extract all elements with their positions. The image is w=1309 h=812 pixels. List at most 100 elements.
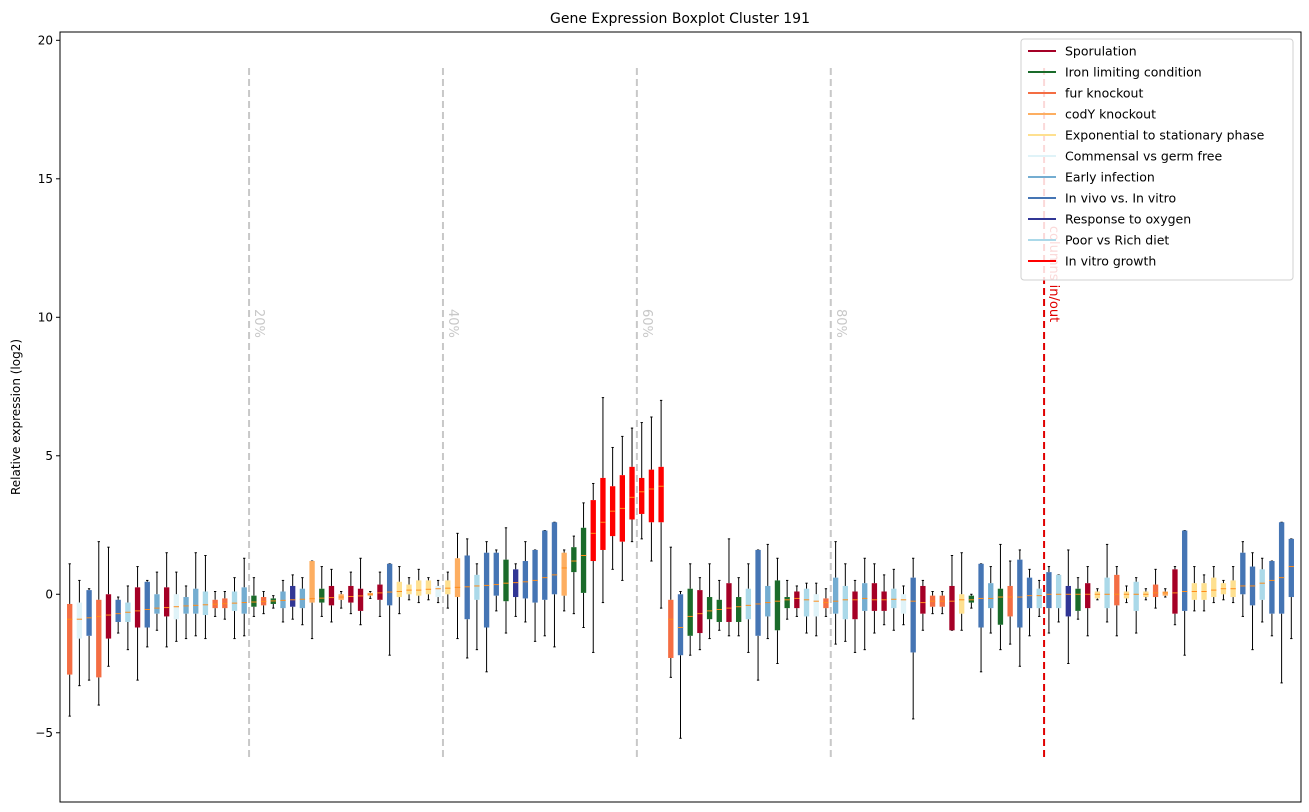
box-body <box>1133 581 1139 611</box>
box-item <box>125 585 131 651</box>
plot-frame <box>59 31 1302 803</box>
box-item <box>270 595 276 609</box>
box-body <box>629 466 635 520</box>
box-body <box>1181 530 1188 611</box>
box-body <box>328 585 335 606</box>
box-body <box>503 559 509 602</box>
box-item <box>668 546 674 678</box>
box-item <box>319 566 325 617</box>
box-item <box>1017 549 1023 667</box>
box-body <box>590 500 596 562</box>
box-item <box>842 563 848 642</box>
percentile-label: 60% <box>639 309 654 338</box>
box-body <box>1036 588 1042 609</box>
box-item <box>687 563 693 656</box>
box-item <box>1085 566 1091 637</box>
box-item <box>561 549 567 612</box>
box-body <box>668 599 674 658</box>
box-item <box>260 590 267 615</box>
box-body <box>958 594 965 614</box>
box-item <box>483 541 490 673</box>
box-item <box>513 563 519 617</box>
box-body <box>115 599 121 622</box>
box-body <box>144 581 150 628</box>
box-item <box>445 571 451 609</box>
box-body <box>522 561 529 599</box>
box-item <box>280 579 286 623</box>
legend-label: fur knockout <box>1065 86 1143 101</box>
box-item <box>386 563 393 656</box>
box-item <box>600 397 606 604</box>
y-tick-label: 0 <box>45 587 53 601</box>
box-item <box>1094 588 1101 601</box>
box-body <box>1104 577 1110 609</box>
box-item <box>968 593 975 609</box>
y-axis: −5 0 5 10 15 20 <box>35 33 60 740</box>
box-body <box>1211 577 1217 598</box>
box-body <box>96 599 102 678</box>
box-item <box>435 579 441 604</box>
box-body <box>639 477 645 514</box>
y-axis-label: Relative expression (log2) <box>9 339 23 495</box>
box-item <box>202 554 209 640</box>
box-item <box>251 577 257 617</box>
box-item <box>222 590 228 620</box>
box-item <box>406 577 412 601</box>
box-body <box>900 594 907 614</box>
box-body <box>910 577 916 653</box>
box-item <box>823 588 829 617</box>
box-body <box>163 587 170 617</box>
box-item <box>67 563 73 717</box>
box-body <box>1075 588 1081 611</box>
box-item <box>377 571 383 617</box>
box-item <box>920 579 926 631</box>
box-item <box>881 574 887 626</box>
box-body <box>183 597 189 614</box>
box-item <box>580 502 587 629</box>
box-body <box>319 588 325 603</box>
box-item <box>115 596 121 634</box>
box-body <box>920 585 926 614</box>
box-body <box>755 549 761 636</box>
box-item <box>1143 588 1149 601</box>
box-body <box>193 588 199 614</box>
box-item <box>454 532 461 640</box>
box-item <box>871 563 878 634</box>
box-body <box>1026 577 1033 609</box>
box-body <box>823 598 829 609</box>
box-body <box>251 595 257 607</box>
box-item <box>338 590 344 609</box>
box-item <box>832 541 839 645</box>
box-item <box>493 549 499 612</box>
box-item <box>590 482 596 653</box>
box-item <box>1181 530 1188 656</box>
legend-label: Early infection <box>1065 170 1155 185</box>
box-item <box>299 577 306 626</box>
box-body <box>1017 559 1023 628</box>
box-body <box>464 555 470 620</box>
chart-title: Gene Expression Boxplot Cluster 191 <box>550 11 810 27</box>
box-body <box>377 584 383 600</box>
box-body <box>513 569 519 598</box>
box-body <box>202 591 209 616</box>
box-item <box>862 557 868 651</box>
box-body <box>551 522 558 595</box>
box-item <box>978 563 984 673</box>
box-body <box>862 583 868 611</box>
box-item <box>425 577 432 601</box>
box-item <box>639 422 645 540</box>
box-body <box>784 597 790 609</box>
box-body <box>542 530 548 600</box>
box-body <box>231 591 238 611</box>
box-body <box>416 580 422 596</box>
legend-label: In vitro growth <box>1065 254 1156 269</box>
box-item <box>1230 566 1236 604</box>
percentile-label: 40% <box>445 309 460 338</box>
box-item <box>697 577 703 651</box>
legend-label: codY knockout <box>1065 107 1156 122</box>
box-body <box>86 590 92 636</box>
box-body <box>648 469 655 523</box>
box-body <box>348 585 354 603</box>
box-item <box>774 557 781 665</box>
box-body <box>1269 561 1275 614</box>
